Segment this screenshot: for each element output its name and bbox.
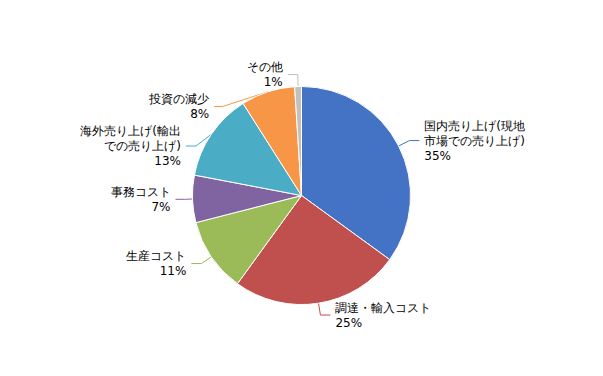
svg-text:7%: 7% [151,200,170,214]
svg-text:海外売り上げ(輸出: 海外売り上げ(輸出 [80,124,181,138]
svg-text:25%: 25% [335,316,362,330]
svg-text:での売り上げ): での売り上げ) [104,139,181,153]
svg-text:その他: その他 [247,60,283,74]
svg-text:調達・輸入コスト: 調達・輸入コスト [335,301,431,315]
svg-text:11%: 11% [160,264,187,278]
svg-text:生産コスト: 生産コスト [126,249,186,263]
svg-text:事務コスト: 事務コスト [111,185,171,199]
svg-text:国内売り上げ(現地: 国内売り上げ(現地 [424,119,525,133]
svg-text:投資の減少: 投資の減少 [148,92,209,106]
svg-text:市場での売り上げ): 市場での売り上げ) [424,134,525,148]
svg-text:1%: 1% [264,75,283,89]
svg-text:8%: 8% [190,107,209,121]
svg-text:13%: 13% [154,154,181,168]
svg-text:35%: 35% [424,149,451,163]
